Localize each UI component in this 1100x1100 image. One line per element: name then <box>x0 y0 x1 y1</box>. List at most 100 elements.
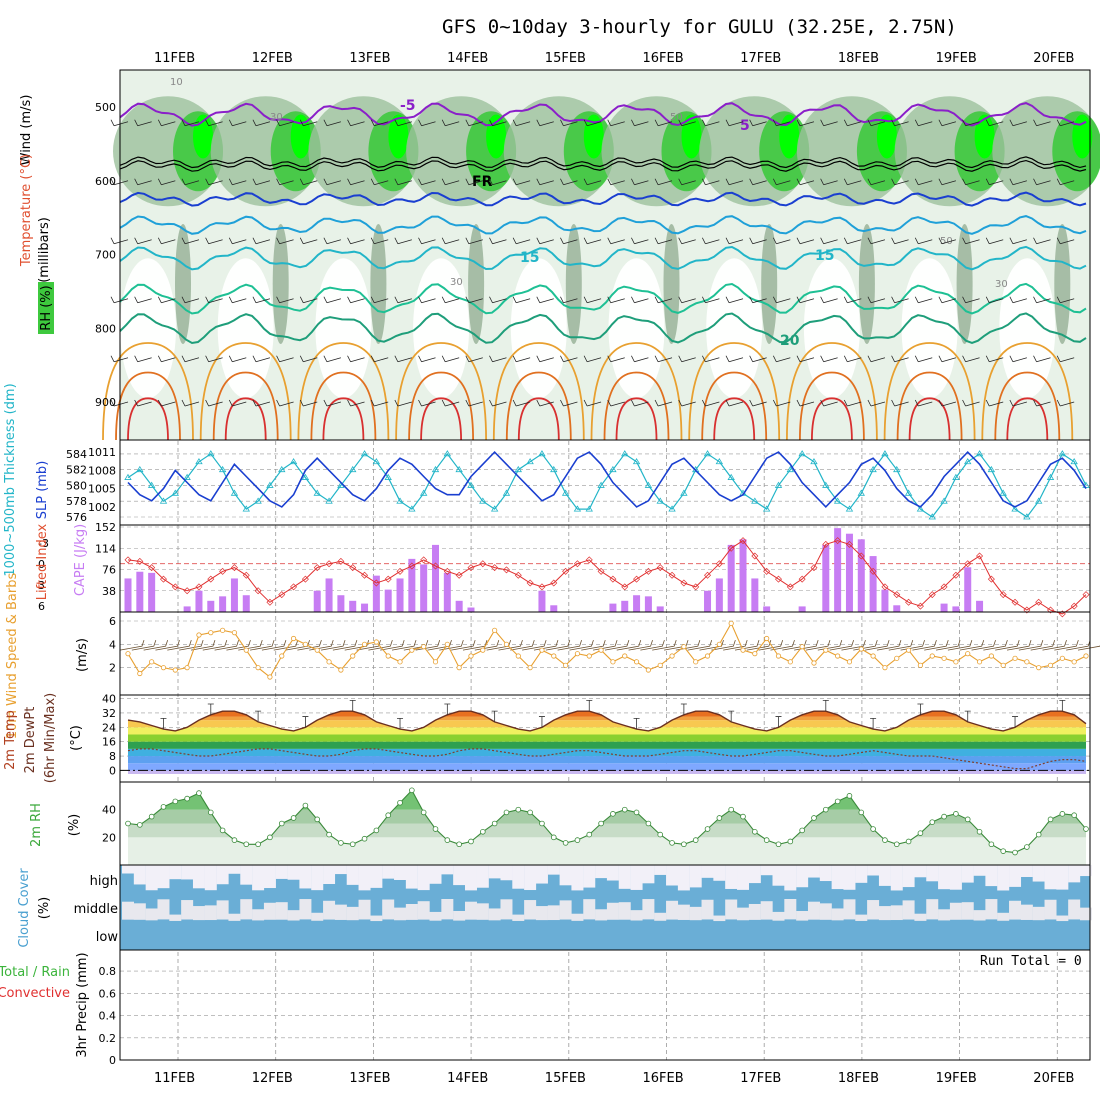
wind-speed-marker <box>787 659 793 665</box>
cape-bar <box>964 567 972 612</box>
cloud-high-gap <box>914 865 927 878</box>
cloud-middle-gap <box>394 907 407 921</box>
upper-wind-barb <box>276 296 294 304</box>
cloud-high-gap <box>204 865 217 891</box>
cloud-high-gap <box>263 865 276 889</box>
upper-wind-barb <box>441 296 460 304</box>
upper-wind-barb <box>867 237 886 245</box>
lifted-index-marker <box>301 575 309 583</box>
cloud-high-gap <box>713 865 726 881</box>
thickness-marker <box>1058 450 1067 457</box>
upper-wind-barb <box>583 237 602 245</box>
upper-wind-barb <box>489 119 507 127</box>
upper-ylabel-rh: RH (%) <box>39 285 54 330</box>
wind-speed-marker <box>385 653 391 659</box>
upper-wind-barb <box>631 355 649 363</box>
cape-bar <box>822 544 830 612</box>
contour-label: 50 <box>670 112 683 123</box>
lifted-index-marker <box>384 575 392 583</box>
upper-wind-barb <box>418 399 436 407</box>
temp-minmax-bar <box>822 699 829 712</box>
wind-speed-marker <box>610 659 616 665</box>
cloud-middle-gap <box>867 900 880 920</box>
wind-speed-marker <box>835 653 841 659</box>
upper-wind-barb <box>749 399 767 407</box>
date-label-bottom: 16FEB <box>643 1071 684 1086</box>
contour-label: 20 <box>780 333 800 349</box>
rh-bright-area <box>290 114 311 159</box>
rh2m-marker <box>1083 826 1089 832</box>
upper-wind-barb <box>749 178 767 186</box>
wind-speed-marker <box>811 660 817 666</box>
cloud-middle-gap <box>1020 904 1033 920</box>
lifted-index-marker <box>987 575 995 583</box>
cloud-middle-gap <box>949 902 962 920</box>
rh2m-marker <box>255 841 261 848</box>
surface-wind-barb <box>155 640 180 651</box>
upper-wind-barb <box>985 237 1004 245</box>
wind-speed-marker <box>137 670 143 677</box>
cloud-high-gap <box>949 865 962 890</box>
lifted-index-marker <box>964 560 972 568</box>
surface-wind-barb <box>356 640 381 651</box>
rh2m-marker <box>681 841 687 848</box>
cloud-high-gap <box>772 865 785 886</box>
cloud-high-gap <box>216 865 229 885</box>
rh2m-marker <box>243 841 250 848</box>
rh2m-marker <box>160 804 167 810</box>
upper-wind-barb <box>418 178 436 186</box>
upper-wind-barb <box>914 399 933 407</box>
thickness-marker <box>810 458 818 465</box>
rh2m-marker <box>278 820 285 827</box>
upper-wind-barb <box>772 399 791 407</box>
thickness-marker <box>396 497 404 504</box>
slp-tick-label: 1011 <box>88 446 116 459</box>
cloud-high-gap <box>405 865 418 889</box>
cloud-middle-gap <box>760 901 773 920</box>
cloud-high-gap <box>689 865 702 888</box>
wind-speed-marker <box>1047 662 1054 668</box>
thickness-marker <box>1034 497 1043 504</box>
upper-wind-barb <box>560 119 578 127</box>
precip-tick-label: 0.4 <box>99 1010 117 1023</box>
wind-speed-marker <box>917 662 924 668</box>
cloud-middle-gap <box>488 908 501 921</box>
thickness-marker <box>349 465 357 473</box>
cape-tick-label: 76 <box>102 564 116 577</box>
lifted-index-marker <box>680 579 688 587</box>
upper-wind-barb <box>441 237 460 245</box>
surface-temp-contour <box>492 342 585 441</box>
cloud-high-gap <box>677 865 690 891</box>
wind-speed-marker <box>846 659 853 665</box>
rh2m-marker <box>444 837 451 843</box>
upper-wind-barb <box>252 178 271 186</box>
upper-ylabel-mb: (millibars) <box>37 217 52 283</box>
rh2m-marker <box>397 799 403 806</box>
thickness-marker <box>1070 458 1078 465</box>
surface-wind-barb <box>391 640 417 651</box>
lifted-index-marker <box>420 556 428 564</box>
surface-wind-barb <box>770 640 795 651</box>
upper-wind-barb <box>607 119 625 127</box>
cloud-high-gap <box>535 865 548 884</box>
surface-temp-contour <box>603 371 670 441</box>
wind-speed-marker <box>444 641 450 647</box>
wind-speed-marker <box>681 644 687 650</box>
rh2m-marker <box>302 802 309 809</box>
cape-bar <box>727 544 735 612</box>
cloud-middle-gap <box>453 910 466 921</box>
surface-wind-barb <box>190 640 216 651</box>
cape-bar <box>183 606 191 612</box>
upper-wind-barb <box>772 237 791 245</box>
upper-wind-barb <box>631 237 649 245</box>
cloud-middle-gap <box>654 912 667 921</box>
wind-speed-marker <box>279 653 285 659</box>
upper-wind-barb <box>323 178 341 186</box>
temp-minmax-bar <box>586 699 593 712</box>
cloud-middle-gap <box>878 906 891 921</box>
cloud-high-gap <box>595 865 608 879</box>
wind-speed-marker <box>255 665 261 671</box>
upper-wind-barb <box>631 296 649 304</box>
wind-speed-marker <box>598 647 604 653</box>
wind-speed-marker <box>527 665 533 671</box>
